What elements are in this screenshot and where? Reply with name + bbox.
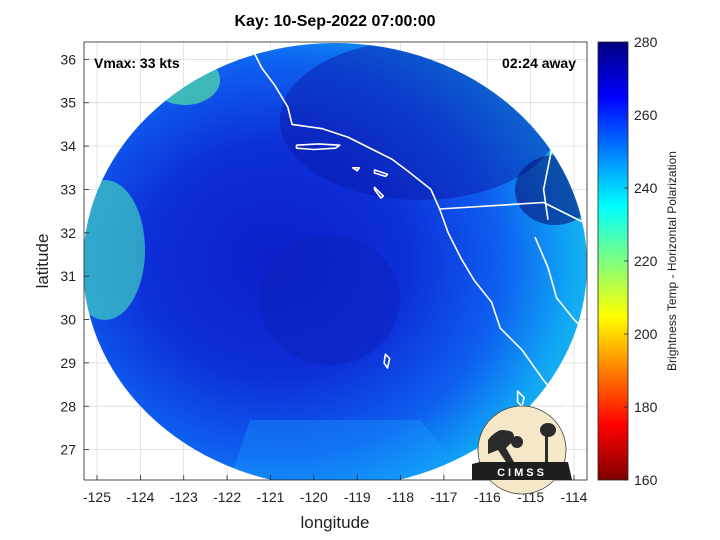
island-outline	[383, 353, 391, 369]
colorbar-tick-label: 240	[634, 180, 658, 196]
y-axis-label: latitude	[33, 234, 52, 289]
vmax-annotation: Vmax: 33 kts	[94, 55, 180, 71]
x-tick-label: -118	[387, 489, 414, 505]
colorbar-label: Brightness Temp - Horizontal Polarizatio…	[665, 151, 679, 371]
x-tick-label: -117	[430, 489, 457, 505]
storm-core	[260, 235, 400, 365]
x-axis-label: longitude	[300, 513, 369, 532]
swath-edge-south	[230, 420, 470, 480]
colorbar-ticks: 160 180 200 220 240 260 280	[624, 34, 658, 488]
y-tick-label: 30	[60, 312, 76, 328]
chart-title: Kay: 10-Sep-2022 07:00:00	[234, 13, 435, 30]
swath-layer	[84, 42, 587, 480]
colorbar-tick-label: 280	[634, 34, 658, 50]
gulf-coastline	[534, 236, 587, 334]
x-tick-label: -123	[170, 489, 198, 505]
colorbar-tick-label: 260	[634, 107, 658, 123]
away-annotation: 02:24 away	[502, 55, 576, 71]
x-tick-label: -120	[300, 489, 328, 505]
plot-frame	[83, 41, 588, 481]
island-outline	[373, 186, 384, 199]
y-tick-label: 29	[60, 355, 76, 371]
x-tick-label: -119	[344, 489, 371, 505]
colorbar-tick-label: 160	[634, 472, 658, 488]
x-ticks: -125 -124 -123 -122 -121 -120 -119 -118 -117 -116…	[83, 475, 588, 505]
colorado-river-line	[542, 106, 554, 220]
y-tick-label: 28	[60, 398, 76, 414]
island-outline	[373, 169, 389, 178]
x-tick-label: -121	[256, 489, 284, 505]
colorbar	[597, 41, 629, 481]
colorbar-tick-label: 200	[634, 326, 658, 342]
y-ticks: 27 28 29 30 31 32 33 34 35 36	[60, 51, 89, 458]
y-tick-label: 36	[60, 51, 76, 67]
island-outline	[295, 143, 341, 151]
y-tick-label: 35	[60, 95, 76, 111]
cimss-logo-icon: CIMSS	[472, 405, 572, 495]
y-tick-label: 32	[60, 225, 76, 241]
y-tick-label: 34	[60, 138, 76, 154]
colorbar-tick-label: 220	[634, 253, 658, 269]
coastlines	[248, 42, 587, 425]
logo-text: CIMSS	[497, 467, 547, 479]
x-tick-label: -124	[126, 489, 154, 505]
x-tick-label: -125	[83, 489, 111, 505]
x-tick-label: -122	[213, 489, 241, 505]
y-tick-label: 31	[60, 268, 76, 284]
colorbar-tick-label: 180	[634, 399, 658, 415]
y-tick-label: 27	[60, 442, 76, 458]
us-mexico-border-line	[439, 201, 587, 225]
x-tick-label: -114	[560, 489, 587, 505]
x-tick-label: -116	[474, 489, 501, 505]
island-outline	[352, 167, 361, 172]
coastline-line	[248, 42, 587, 425]
y-tick-label: 33	[60, 181, 76, 197]
warm-region-west	[84, 180, 145, 320]
